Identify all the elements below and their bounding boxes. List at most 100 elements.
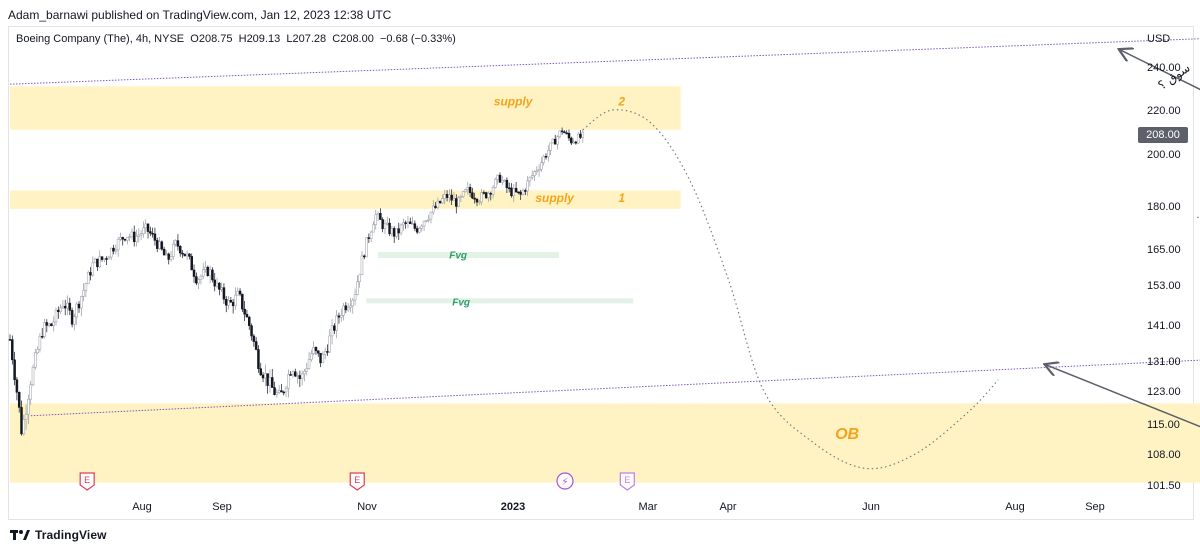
candle-body xyxy=(31,367,35,386)
candle-body xyxy=(264,373,267,379)
candle-body xyxy=(8,339,12,341)
candle-body xyxy=(158,241,161,249)
candle-body xyxy=(52,321,55,327)
candle-body xyxy=(73,316,76,325)
candle-body xyxy=(66,302,69,309)
projection-path xyxy=(582,109,999,470)
candle-body xyxy=(379,213,382,220)
candle-body xyxy=(114,249,118,252)
zone-fvg-1 xyxy=(378,252,560,258)
candle-body xyxy=(464,189,467,192)
open-value: 208.75 xyxy=(198,33,233,45)
candle-body xyxy=(220,287,223,290)
candle-body xyxy=(70,310,74,325)
candle-body xyxy=(40,336,44,338)
ob-label: OB xyxy=(835,426,859,443)
candle-body xyxy=(93,258,97,264)
candle-body xyxy=(399,224,403,234)
tradingview-logo-icon xyxy=(10,530,30,540)
candle-body xyxy=(50,323,53,327)
candle-body xyxy=(524,190,527,192)
candle-body xyxy=(356,281,359,295)
candle-body xyxy=(98,256,101,268)
candle-body xyxy=(268,377,272,386)
candle-body xyxy=(149,231,152,234)
candle-body xyxy=(319,352,322,364)
candle-body xyxy=(17,392,21,408)
fvg-2-label: Fvg xyxy=(452,298,470,309)
upper-note-arrow xyxy=(1120,50,1200,91)
candle-body xyxy=(206,266,210,276)
candle-body xyxy=(211,269,214,281)
candle-body xyxy=(75,303,78,318)
candle-body xyxy=(441,198,444,204)
x-tick-label: Jun xyxy=(862,501,880,513)
candle-body xyxy=(89,272,92,276)
candle-body xyxy=(471,192,474,199)
candle-body xyxy=(376,213,380,216)
candle-body xyxy=(130,231,134,237)
candle-body xyxy=(323,351,327,355)
candle-body xyxy=(498,174,502,183)
y-tick-label: 200.00 xyxy=(1147,149,1181,161)
candle-body xyxy=(514,187,518,193)
candle-body xyxy=(563,131,566,134)
tradingview-brand[interactable]: TradingView xyxy=(10,528,107,542)
candle-body xyxy=(68,302,72,311)
candle-body xyxy=(197,279,200,284)
candle-body xyxy=(34,352,37,368)
candle-body xyxy=(397,228,401,234)
candle-body xyxy=(353,294,357,301)
candle-body xyxy=(392,228,396,237)
candles xyxy=(8,127,585,436)
candle-body xyxy=(466,187,470,190)
candle-body xyxy=(112,247,115,252)
candle-body xyxy=(275,392,279,395)
symbol-label: Boeing Company (The), 4h, NYSE xyxy=(16,33,185,45)
candle-body xyxy=(121,237,124,240)
candle-body xyxy=(91,262,95,276)
candle-body xyxy=(245,313,249,318)
candle-body xyxy=(526,180,529,192)
candle-body xyxy=(227,299,230,306)
brand-name: TradingView xyxy=(35,528,107,542)
close-value: 208.00 xyxy=(340,33,374,45)
candle-body xyxy=(181,252,184,255)
fvg-1-label: Fvg xyxy=(449,251,467,262)
candle-body xyxy=(434,205,437,208)
candle-body xyxy=(20,407,23,435)
x-tick-label: Sep xyxy=(212,501,232,513)
candle-body xyxy=(494,178,497,188)
candle-body xyxy=(137,234,141,237)
y-tick-label: 153.00 xyxy=(1147,280,1181,292)
candle-body xyxy=(188,253,191,257)
x-tick-label: Aug xyxy=(1005,501,1025,513)
split-event-symbol: ⚡ xyxy=(561,477,568,488)
candle-body xyxy=(86,272,90,284)
candle-body xyxy=(415,228,419,233)
close-label: C xyxy=(332,33,341,45)
candle-body xyxy=(160,241,164,250)
candle-body xyxy=(547,150,550,158)
candle-body xyxy=(365,237,368,258)
candle-body xyxy=(489,192,493,195)
candle-body xyxy=(507,187,511,190)
x-tick-label: Mar xyxy=(639,501,658,513)
candle-body xyxy=(146,223,150,232)
lower-note-arrow xyxy=(1046,365,1200,428)
candle-body xyxy=(135,235,138,242)
candle-body xyxy=(287,374,290,389)
candle-body xyxy=(445,194,449,198)
candle-body xyxy=(59,307,62,313)
candle-body xyxy=(574,141,578,144)
candle-body xyxy=(222,287,226,300)
candle-body xyxy=(84,283,88,291)
symbol-legend: Boeing Company (The), 4h, NYSE O208.75 H… xyxy=(16,33,456,45)
low-label: L xyxy=(286,33,293,45)
candle-body xyxy=(277,390,281,393)
candle-body xyxy=(192,269,196,277)
candle-body xyxy=(47,323,51,326)
candle-body xyxy=(510,187,513,197)
candle-body xyxy=(549,142,552,151)
